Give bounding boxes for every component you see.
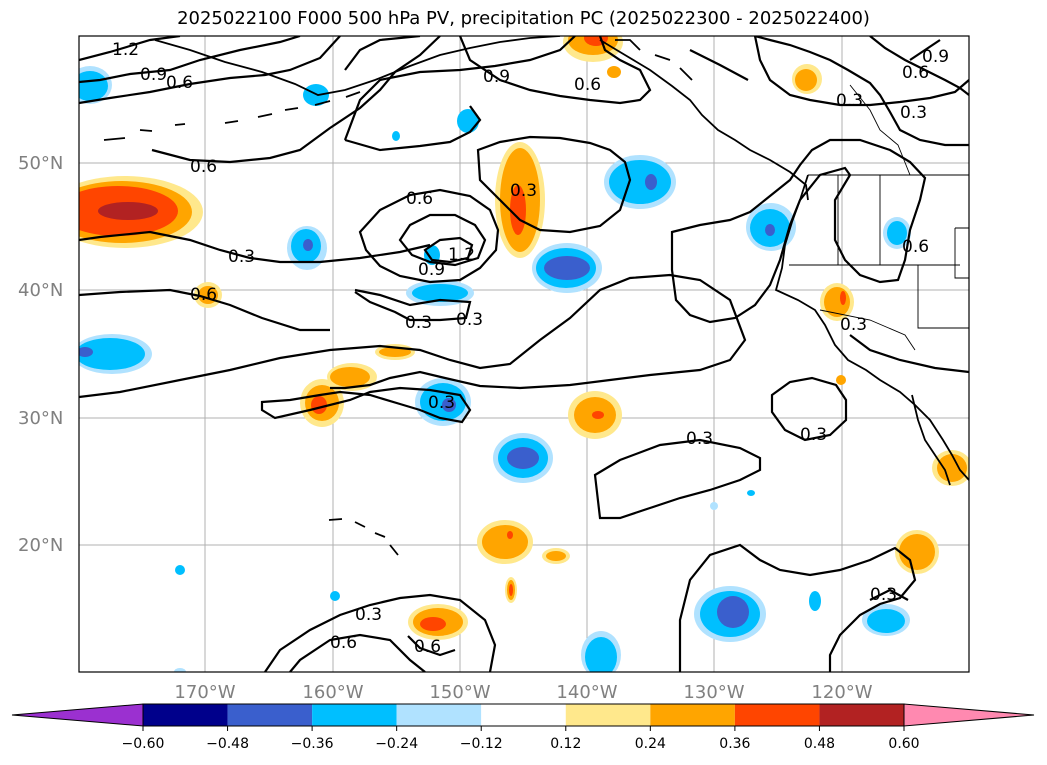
contour-label: 1.2: [112, 40, 139, 60]
contour-label: 0.3: [405, 313, 432, 333]
contour-label: 0.6: [166, 73, 193, 93]
contour-label: 0.6: [902, 237, 929, 257]
contour-label: 0.3: [510, 181, 537, 201]
contour-label: 0.3: [456, 310, 483, 330]
contour-label: 0.6: [574, 75, 601, 95]
colorbar-tick-label: 0.24: [635, 736, 666, 752]
contour-label: 0.3: [900, 103, 927, 123]
contour-label: 0.9: [418, 260, 445, 280]
contour-label: 1.2: [448, 245, 475, 265]
contour-label: 0.3: [228, 247, 255, 267]
colorbar-segment: [734, 704, 820, 726]
contour-label: 0.3: [840, 315, 867, 335]
colorbar-extend-high: [903, 703, 1035, 727]
lon-label: 140°W: [556, 682, 617, 703]
precipitation-shading: [79, 36, 969, 672]
colorbar-segment: [312, 704, 397, 726]
contour-label: 0.9: [140, 65, 167, 85]
lon-label: 130°W: [683, 682, 744, 703]
contour-label: 0.3: [428, 393, 455, 413]
colorbar: −0.60 −0.48 −0.36 −0.24 −0.12 0.12 0.24 0.36 0.4…: [11, 703, 1035, 752]
precip-blob-nw-blue: [79, 66, 112, 104]
contour-label: 0.3: [800, 425, 827, 445]
colorbar-segment: [481, 704, 566, 726]
colorbar-tick-label: −0.12: [460, 736, 503, 752]
colorbar-segment: [396, 704, 482, 726]
contour-label: 0.6: [190, 157, 217, 177]
colorbar-tick-label: −0.24: [375, 736, 418, 752]
longitude-labels: 170°W 160°W 150°W 140°W 130°W 120°W: [174, 682, 872, 703]
contour-label: 0.6: [902, 63, 929, 83]
map-title: 2025022100 F000 500 hPa PV, precipitatio…: [177, 8, 870, 29]
precip-blob-w-35n: [79, 334, 152, 374]
colorbar-tick-label: 0.48: [804, 736, 835, 752]
lat-label: 50°N: [18, 153, 63, 174]
lon-label: 120°W: [811, 682, 872, 703]
contour-label: 0.6: [190, 285, 217, 305]
contour-label: 0.3: [870, 585, 897, 605]
colorbar-tick-label: −0.36: [291, 736, 334, 752]
pv-contours: [79, 36, 969, 672]
contour-label: 0.3: [355, 605, 382, 625]
pv-contour-labels: 1.2 0.9 0.6 0.9 0.6 0.6 0.9 0.3 0.3 0.6 …: [112, 40, 949, 657]
lat-label: 20°N: [18, 535, 63, 556]
colorbar-segment: [819, 704, 904, 726]
map-content: 1.2 0.9 0.6 0.9 0.6 0.6 0.9 0.3 0.3 0.6 …: [79, 36, 969, 672]
contour-label: 0.9: [483, 67, 510, 87]
lon-label: 160°W: [302, 682, 363, 703]
contour-label: 0.6: [406, 189, 433, 209]
colorbar-tick-label: −0.60: [122, 736, 165, 752]
colorbar-extend-low: [11, 703, 144, 727]
colorbar-segment: [227, 704, 313, 726]
country-borders: [789, 84, 969, 351]
lat-label: 40°N: [18, 280, 63, 301]
contour-label: 0.6: [414, 637, 441, 657]
lon-label: 150°W: [429, 682, 490, 703]
precip-blob-west-47n: [79, 176, 203, 248]
colorbar-segment: [143, 704, 228, 726]
colorbar-frame: [142, 703, 905, 727]
colorbar-tick-label: 0.60: [888, 736, 919, 752]
contour-label: 0.3: [686, 429, 713, 449]
lon-label: 170°W: [174, 682, 235, 703]
coastlines: [103, 36, 969, 556]
contour-label: 0.9: [922, 47, 949, 67]
contour-label: 0.3: [836, 91, 863, 111]
contour-label: 0.6: [330, 633, 357, 653]
colorbar-tick-label: 0.12: [550, 736, 581, 752]
lat-label: 30°N: [18, 408, 63, 429]
colorbar-segment: [650, 704, 735, 726]
colorbar-segment: [565, 704, 651, 726]
latitude-labels: 50°N 40°N 30°N 20°N: [18, 153, 63, 556]
map-border: [78, 35, 970, 673]
colorbar-tick-label: 0.36: [719, 736, 750, 752]
colorbar-tick-label: −0.48: [206, 736, 249, 752]
